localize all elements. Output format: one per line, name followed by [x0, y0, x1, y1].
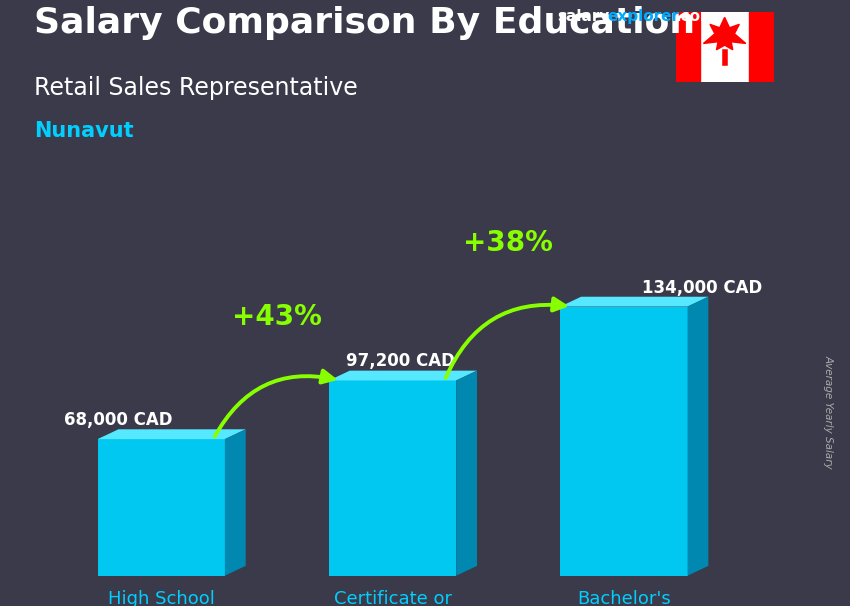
- FancyArrowPatch shape: [214, 371, 333, 437]
- Polygon shape: [329, 381, 456, 576]
- Polygon shape: [225, 429, 246, 576]
- Text: Retail Sales Representative: Retail Sales Representative: [34, 76, 358, 100]
- Text: Salary Comparison By Education: Salary Comparison By Education: [34, 6, 695, 40]
- Polygon shape: [688, 297, 708, 576]
- Text: 97,200 CAD: 97,200 CAD: [346, 353, 456, 370]
- Text: 134,000 CAD: 134,000 CAD: [643, 279, 762, 296]
- Text: Nunavut: Nunavut: [34, 121, 133, 141]
- Text: Average Yearly Salary: Average Yearly Salary: [824, 355, 834, 469]
- Polygon shape: [560, 307, 688, 576]
- Text: explorer: explorer: [608, 9, 680, 24]
- Text: .com: .com: [676, 9, 717, 24]
- Polygon shape: [704, 18, 745, 50]
- Polygon shape: [456, 371, 477, 576]
- Bar: [749, 12, 774, 82]
- Text: salary: salary: [557, 9, 609, 24]
- Text: +38%: +38%: [463, 229, 553, 258]
- FancyArrowPatch shape: [445, 298, 564, 378]
- Polygon shape: [560, 297, 708, 307]
- Polygon shape: [329, 371, 477, 381]
- Bar: [676, 12, 700, 82]
- Polygon shape: [98, 429, 246, 439]
- Polygon shape: [98, 439, 225, 576]
- Text: +43%: +43%: [232, 303, 322, 331]
- Text: 68,000 CAD: 68,000 CAD: [64, 411, 173, 429]
